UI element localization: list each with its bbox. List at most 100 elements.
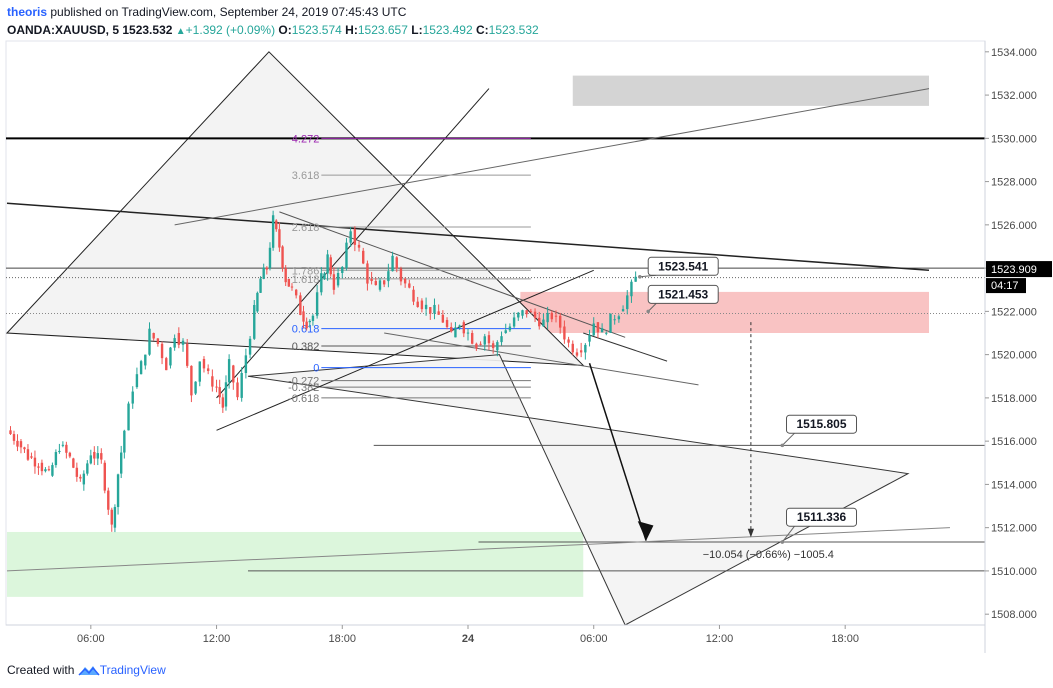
candle-body: [148, 328, 151, 355]
candle-body: [554, 315, 558, 317]
candle-body: [248, 338, 252, 355]
candle-body: [395, 257, 398, 269]
candle-body: [299, 295, 302, 315]
callout-anchor-3: [780, 540, 785, 544]
candle-body: [169, 347, 172, 366]
candle-body: [617, 316, 621, 320]
candle-body: [127, 403, 130, 431]
candle-body: [227, 359, 231, 383]
candle-body: [93, 451, 96, 459]
candle-body: [496, 342, 499, 351]
candle-body: [462, 322, 466, 334]
author-link[interactable]: theoris: [7, 5, 48, 19]
candle-body: [370, 278, 373, 282]
candle-body: [588, 335, 591, 342]
candle-body: [33, 457, 37, 467]
time-axis[interactable]: 06:00 12:00 18:00 24 06:00 12:00 18:00: [6, 624, 985, 645]
measurement-label: −10.054 (−0.66%) −1005.4: [703, 549, 834, 561]
candle-body: [412, 289, 415, 302]
callout-label-3: 1511.336: [797, 510, 847, 524]
last-price: 1523.532: [122, 23, 173, 37]
price-axis[interactable]: 1508.000 1510.000 1512.000 1514.000 1516.000…: [984, 41, 1052, 653]
candle-body: [470, 333, 474, 344]
candle-body: [37, 466, 40, 468]
open-label: O:: [278, 23, 292, 37]
candle-body: [16, 440, 19, 447]
candle-body: [202, 358, 206, 369]
candle-body: [253, 305, 256, 339]
callout-box-0: [647, 256, 719, 276]
candle-body: [96, 453, 100, 459]
candle-body: [399, 268, 403, 282]
candle-body: [278, 229, 281, 248]
candle-body: [100, 453, 103, 460]
candle-body: [500, 336, 503, 343]
candle-body: [265, 267, 269, 270]
candle-body: [362, 250, 365, 264]
countdown-badge: [986, 278, 1026, 294]
candle-body: [86, 463, 89, 474]
candle-body: [450, 326, 453, 332]
candle-body: [466, 332, 470, 334]
time-tick-label: 06:00: [580, 633, 608, 645]
candle-body: [525, 310, 528, 315]
zone-support: [7, 531, 584, 597]
price-tick-label: 1534.000: [991, 47, 1037, 59]
price-tick-label: 1512.000: [991, 523, 1037, 535]
candle-body: [403, 278, 407, 284]
candle-body: [345, 242, 348, 269]
pitch-line-short: [583, 332, 668, 362]
candle-body: [113, 507, 117, 528]
candle-body: [47, 469, 51, 471]
candle-body: [294, 289, 298, 296]
tradingview-brand[interactable]: TradingView: [99, 663, 166, 677]
candle-body: [44, 469, 47, 472]
candle-body: [634, 276, 637, 282]
candle-body: [165, 358, 168, 371]
fib-label-8: -0.272: [288, 376, 319, 388]
candle-body: [58, 450, 61, 453]
candle-body: [221, 397, 225, 408]
candle-body: [626, 295, 629, 310]
candle-body: [26, 449, 30, 460]
callout-box-3: [786, 507, 858, 527]
candle-body: [23, 447, 26, 450]
candle-body: [68, 452, 72, 457]
candle-body: [378, 280, 382, 290]
fib-label-7: 0: [313, 363, 319, 375]
candle-body: [232, 365, 235, 383]
price-change: +1.392 (+0.09%): [185, 23, 276, 37]
candle-body: [206, 368, 210, 371]
measure-arrow-head-icon: [747, 528, 755, 538]
candle-body: [259, 278, 262, 293]
candle-body: [320, 273, 323, 293]
fib-label-3: 1.786: [292, 265, 320, 277]
channel-lower: [216, 269, 594, 431]
candle-body: [454, 327, 457, 338]
candle-body: [408, 283, 411, 288]
candle-body: [613, 319, 616, 321]
callout-anchor-0: [638, 274, 642, 279]
fib-label-1: 3.618: [292, 170, 320, 182]
candle-body: [382, 280, 386, 285]
candle-body: [366, 263, 369, 284]
candle-body: [600, 328, 604, 333]
price-tick-label: 1532.000: [991, 90, 1037, 102]
trendline-base: [6, 527, 950, 572]
candle-body: [131, 391, 134, 404]
candle-body: [72, 458, 75, 468]
candle-body: [236, 382, 239, 398]
candle-body: [445, 320, 449, 327]
tradingview-logo-icon: [78, 663, 100, 680]
candle-body: [605, 332, 608, 334]
candle-body: [336, 272, 340, 286]
fib-label-4: 1.618: [292, 274, 320, 286]
candle-body: [567, 339, 570, 343]
candle-body: [116, 474, 120, 508]
candle-body: [349, 231, 352, 243]
candle-body: [61, 444, 65, 446]
callout-anchor-1: [646, 309, 651, 314]
candle-body: [483, 336, 486, 345]
candle-body: [218, 387, 221, 398]
